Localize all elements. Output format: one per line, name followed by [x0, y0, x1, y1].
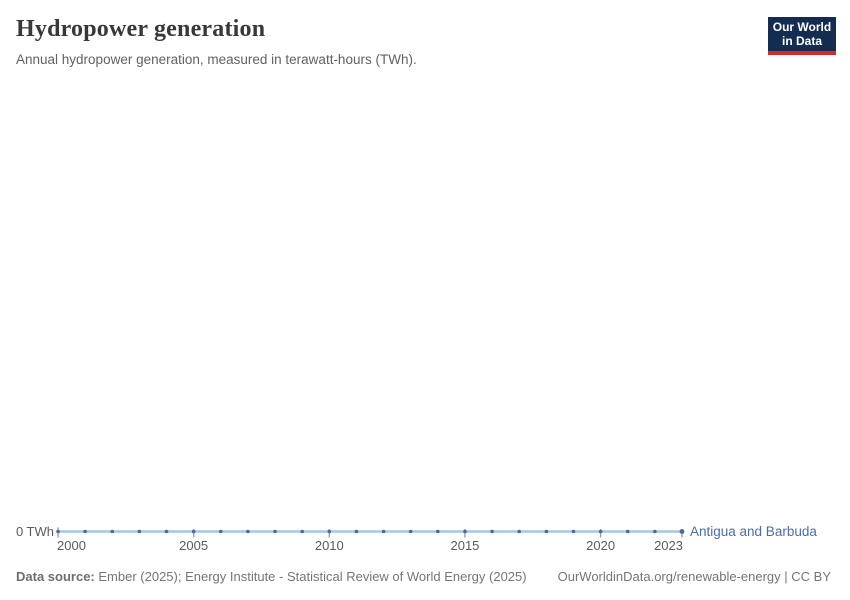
data-point	[300, 529, 304, 534]
data-point	[110, 529, 115, 534]
data-point	[246, 529, 250, 534]
x-tick-label: 2000	[57, 538, 86, 553]
x-tick-label: 2005	[179, 538, 209, 553]
data-point	[463, 529, 467, 534]
data-point	[273, 529, 277, 534]
x-tick-label: 2015	[450, 538, 480, 553]
owid-logo[interactable]: Our World in Data	[768, 17, 836, 55]
data-point	[83, 529, 87, 534]
data-point	[354, 529, 359, 534]
data-point	[436, 529, 440, 534]
data-point	[679, 529, 685, 534]
data-point	[164, 529, 169, 534]
data-point	[137, 529, 142, 534]
x-tick-label: 2023	[654, 538, 683, 553]
owid-logo-line2: in Data	[781, 34, 822, 48]
data-point	[408, 529, 413, 534]
data-source-text: Ember (2025); Energy Institute - Statist…	[98, 569, 527, 584]
owid-logo-line1: Our World	[772, 20, 832, 34]
data-point	[571, 529, 576, 534]
data-point	[625, 529, 630, 534]
data-point	[517, 529, 522, 534]
chart-title: Hydropower generation	[16, 16, 266, 42]
data-point	[56, 529, 60, 534]
entity-label[interactable]: Antigua and Barbuda	[690, 524, 817, 539]
data-source-note: Data source: Ember (2025); Energy Instit…	[16, 569, 527, 585]
chart-subtitle: Annual hydropower generation, measured i…	[16, 52, 417, 67]
data-source-label: Data source:	[16, 569, 95, 584]
data-point	[218, 529, 223, 534]
data-point	[544, 529, 549, 534]
data-point	[191, 529, 196, 534]
data-point	[327, 529, 332, 534]
data-point	[598, 529, 603, 534]
y-axis-zero-label: 0 TWh	[15, 524, 54, 539]
owid-url-license-link[interactable]: OurWorldinData.org/renewable-energy | CC…	[557, 569, 831, 584]
data-point	[653, 529, 657, 534]
data-point	[490, 529, 494, 534]
x-tick-label: 2010	[314, 538, 344, 553]
data-point	[381, 529, 386, 534]
x-tick-label: 2020	[586, 538, 616, 553]
